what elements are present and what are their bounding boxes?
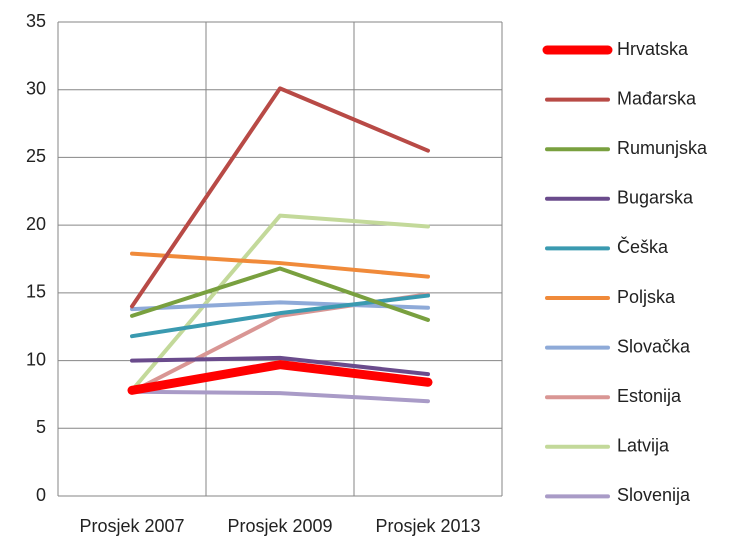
legend-label: Češka <box>617 236 669 257</box>
y-tick-label: 25 <box>26 146 46 166</box>
series-line <box>130 355 430 377</box>
x-tick-label: Prosjek 2007 <box>79 516 184 536</box>
y-tick-label: 30 <box>26 78 46 98</box>
legend-label: Slovenija <box>617 485 691 505</box>
series-line <box>127 360 433 395</box>
series-line <box>130 300 430 312</box>
series-line <box>130 86 430 309</box>
legend-label: Bugarska <box>617 188 694 208</box>
y-tick-label: 5 <box>36 417 46 437</box>
series-line <box>130 266 430 322</box>
legend-label: Latvija <box>617 436 670 456</box>
legend-label: Mađarska <box>617 88 697 108</box>
legend-label: Estonija <box>617 386 682 406</box>
y-tick-label: 10 <box>26 349 46 369</box>
series-line <box>130 389 430 404</box>
legend-label: Slovačka <box>617 336 691 356</box>
x-tick-label: Prosjek 2009 <box>227 516 332 536</box>
y-tick-label: 35 <box>26 11 46 31</box>
y-tick-label: 0 <box>36 485 46 505</box>
x-tick-label: Prosjek 2013 <box>375 516 480 536</box>
series-line <box>130 213 430 393</box>
legend-label: Poljska <box>617 287 676 307</box>
y-tick-label: 15 <box>26 282 46 302</box>
series-line <box>130 251 430 279</box>
legend-label: Hrvatska <box>617 39 689 59</box>
y-tick-label: 20 <box>26 214 46 234</box>
legend-label: Rumunjska <box>617 138 708 158</box>
